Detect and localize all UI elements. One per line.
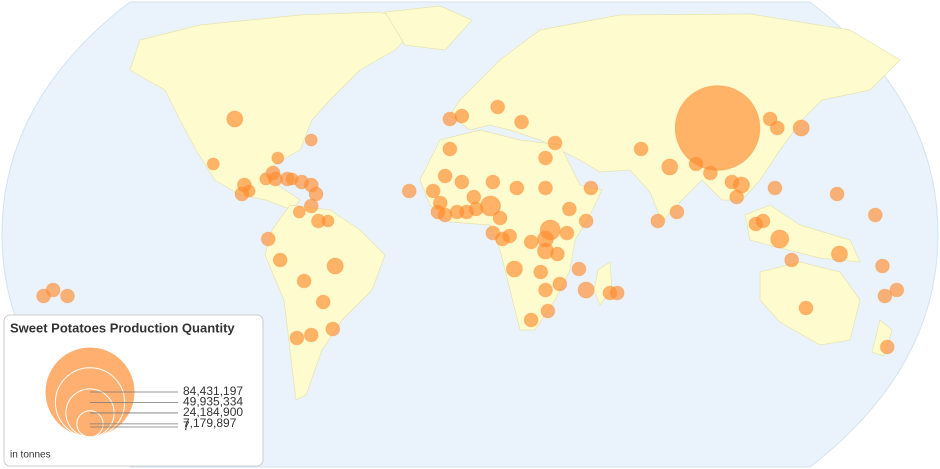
bubble (326, 257, 344, 275)
bubble (304, 133, 318, 147)
bubble (442, 141, 458, 157)
bubble (242, 184, 256, 198)
bubble (724, 174, 740, 190)
bubble (547, 135, 563, 151)
bubble (425, 183, 441, 199)
bubble (571, 261, 587, 277)
bubble (784, 252, 800, 268)
bubble (523, 234, 539, 250)
bubble (285, 172, 299, 186)
bubble (454, 108, 470, 124)
bubble (292, 205, 306, 219)
bubble (879, 339, 895, 355)
bubble (877, 288, 893, 304)
bubble (303, 198, 319, 214)
bubble (552, 276, 568, 292)
bubble (533, 264, 549, 280)
bubble (60, 288, 75, 304)
bubble (729, 189, 745, 205)
bubble (492, 210, 508, 226)
bubble (769, 120, 785, 136)
bubble (669, 204, 685, 220)
bubble (889, 282, 905, 298)
bubble (792, 119, 810, 137)
bubble (490, 99, 506, 115)
bubble (308, 186, 324, 202)
bubble (633, 141, 649, 157)
bubble (505, 260, 523, 278)
bubble (485, 174, 501, 190)
bubble (538, 282, 553, 298)
bubble (550, 246, 565, 262)
bubble (661, 158, 679, 176)
bubble (798, 300, 814, 316)
legend: Sweet Potatoes Production Quantity in to… (3, 314, 264, 467)
legend-label: 49,935,334 (183, 395, 243, 409)
bubble (514, 114, 530, 130)
bubble (226, 110, 244, 128)
bubble (437, 168, 453, 184)
bubble (468, 201, 484, 217)
bubble (260, 231, 276, 247)
bubble (454, 174, 470, 190)
bubble (538, 180, 553, 196)
bubble (875, 258, 890, 274)
bubble (538, 150, 553, 166)
bubble (577, 281, 595, 299)
legend-label: 24,184,900 (183, 405, 243, 419)
maritime-asia (744, 204, 861, 263)
bubble (867, 207, 883, 223)
bubbles (36, 85, 905, 355)
bubble (432, 195, 448, 211)
bubble (583, 180, 599, 196)
bubble (609, 285, 625, 301)
bubble (271, 151, 285, 165)
bubble (770, 229, 790, 249)
legend-circle (89, 435, 91, 438)
bubble (650, 213, 666, 229)
bubble (830, 245, 848, 263)
greenland (384, 5, 473, 51)
legend-label: 7 (183, 419, 190, 433)
bubble (259, 172, 273, 186)
bubble (561, 201, 577, 217)
bubble (502, 228, 518, 244)
bubble (540, 303, 556, 319)
bubble (755, 213, 771, 229)
bubble (767, 180, 783, 196)
new-zealand (871, 319, 893, 357)
bubble (829, 186, 845, 202)
legend-label: 84,431,197 (183, 384, 243, 398)
bubble (509, 180, 525, 196)
unit-label: in tonnes (10, 450, 51, 461)
bubble (321, 214, 335, 228)
bubble (674, 85, 761, 171)
bubble (466, 189, 482, 205)
bubble (559, 225, 575, 241)
legend-title: Sweet Potatoes Production Quantity (10, 320, 235, 335)
bubble (523, 312, 539, 328)
bubble (45, 282, 61, 298)
bubble (688, 156, 704, 172)
bubble (401, 183, 417, 199)
bubble (303, 327, 319, 343)
bubble (206, 157, 220, 171)
bubble (289, 330, 305, 346)
bubble (702, 165, 718, 181)
bubble (272, 252, 288, 268)
bubble (315, 294, 331, 310)
bubble (578, 213, 594, 229)
bubble (296, 273, 312, 289)
legend-label: 7,179,897 (183, 416, 237, 430)
bubble (325, 321, 341, 337)
